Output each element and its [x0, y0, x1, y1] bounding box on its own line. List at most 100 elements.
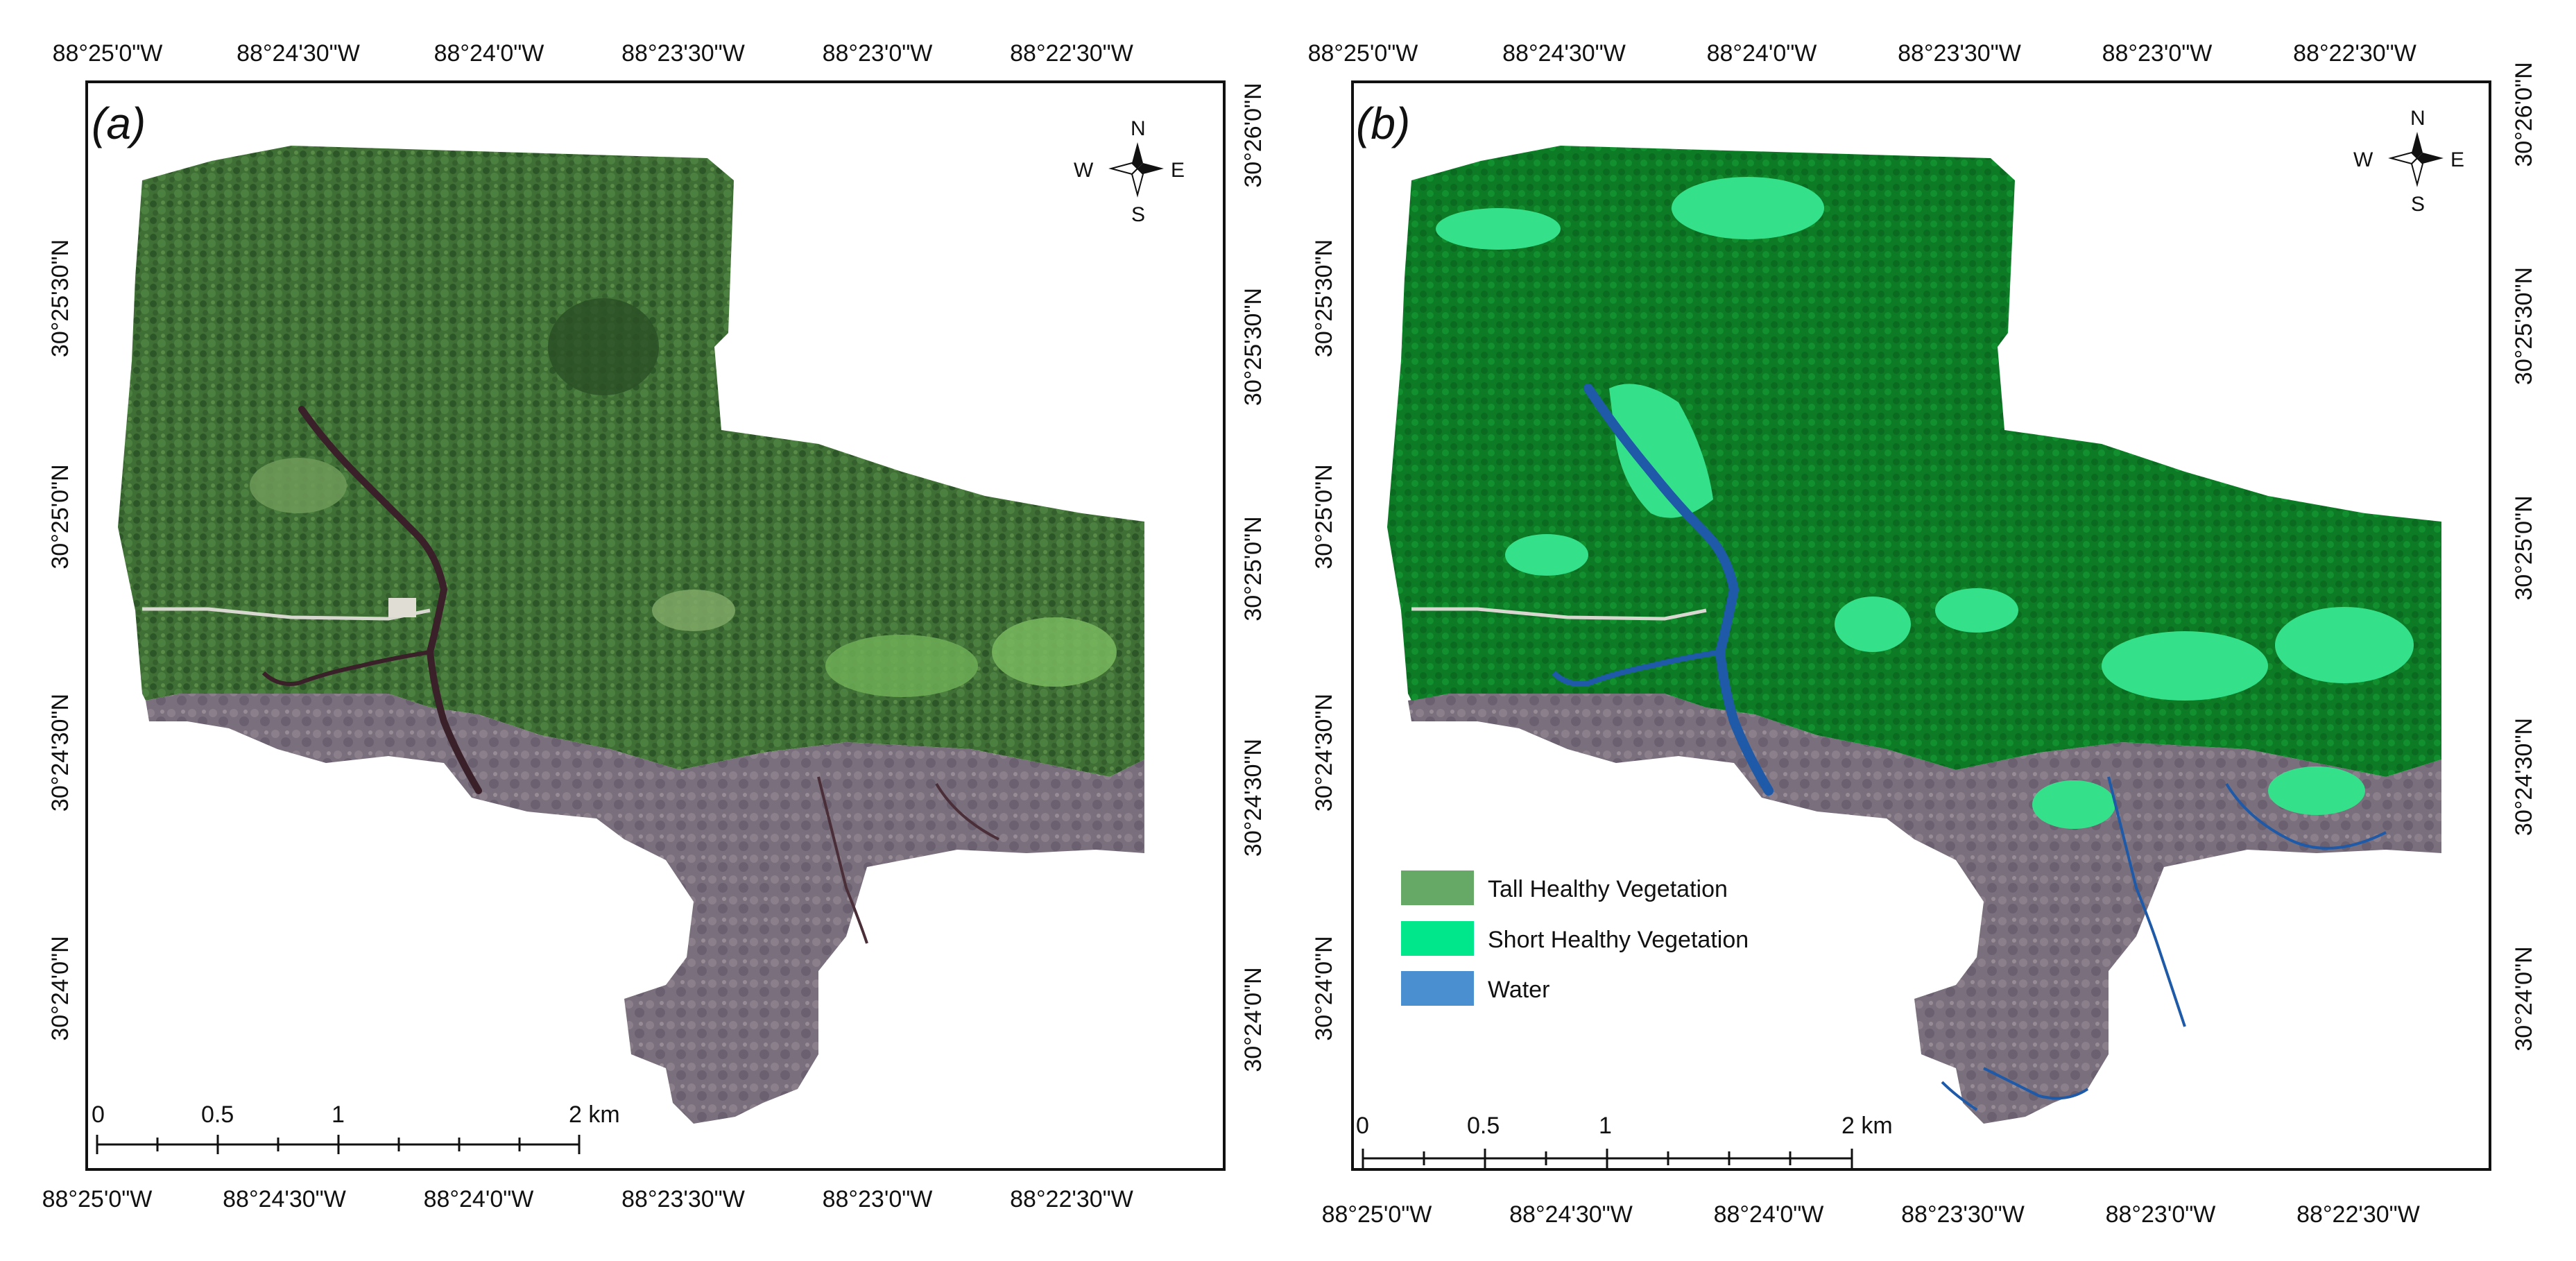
- panel-a-dark-forest: [548, 298, 659, 395]
- panel-a-compass: N S E W: [1074, 117, 1185, 226]
- lat-label: 30°24'30"N: [47, 694, 74, 812]
- panel-a-forest-area: [118, 146, 1144, 777]
- compass-e: E: [2450, 148, 2464, 171]
- panel-a: (a) N S E W 0 0.5: [42, 40, 1266, 1212]
- panel-a-right-lat-labels: 30°26'0"N 30°25'30"N 30°25'0"N 30°24'30"…: [1240, 83, 1266, 1072]
- lon-label: 88°24'0"W: [434, 40, 544, 67]
- compass-w: W: [2353, 148, 2373, 171]
- panel-a-scale-bar: 0 0.5 1 2 km: [92, 1101, 620, 1154]
- lat-label: 30°25'0"N: [1311, 464, 1337, 569]
- panel-a-grass-patch: [825, 635, 978, 697]
- panel-a-river: [298, 406, 482, 794]
- compass-rose-icon: [2388, 132, 2444, 187]
- panel-b-short-vegetation-patch: [1505, 534, 1588, 576]
- lon-label: 88°24'30"W: [223, 1186, 346, 1212]
- lat-label: 30°25'30"N: [1311, 239, 1337, 357]
- lon-label: 88°23'0"W: [823, 1186, 933, 1212]
- lon-label: 88°22'30"W: [1010, 40, 1133, 67]
- lat-label: 30°24'30"N: [1240, 739, 1266, 857]
- panel-a-grass-patch: [992, 617, 1117, 687]
- panel-a-building: [388, 598, 416, 617]
- panel-a-grass-patch: [250, 458, 347, 513]
- panel-b-legend: Tall Healthy Vegetation Short Healthy Ve…: [1401, 870, 1749, 1006]
- lon-label: 88°23'30"W: [621, 40, 745, 67]
- panel-b-top-lon-labels: 88°25'0"W 88°24'30"W 88°24'0"W 88°23'30"…: [1308, 40, 2416, 67]
- panel-b-label: (b): [1356, 98, 1410, 148]
- lon-label: 88°25'0"W: [53, 40, 163, 67]
- compass-e: E: [1171, 159, 1185, 182]
- panel-a-aerial-image: [118, 146, 1144, 1124]
- panel-b-scale-label-05: 0.5: [1467, 1113, 1500, 1139]
- lat-label: 30°25'30"N: [1240, 288, 1266, 406]
- panel-a-bottom-lon-labels: 88°25'0"W 88°24'30"W 88°24'0"W 88°23'30"…: [42, 1186, 1133, 1212]
- lon-label: 88°24'30"W: [1509, 1201, 1633, 1228]
- panel-a-scale-label-2km: 2 km: [569, 1101, 620, 1128]
- compass-s: S: [1131, 203, 1145, 226]
- compass-s: S: [2411, 193, 2425, 216]
- lat-label: 30°24'30"N: [1311, 694, 1337, 812]
- lat-label: 30°25'0"N: [47, 464, 74, 569]
- legend-label-tall: Tall Healthy Vegetation: [1488, 876, 1728, 902]
- legend-label-water: Water: [1488, 977, 1549, 1003]
- lat-label: 30°24'0"N: [1311, 936, 1337, 1040]
- lon-label: 88°23'30"W: [1898, 40, 2021, 67]
- panel-b-compass: N S E W: [2353, 107, 2464, 216]
- lon-label: 88°25'0"W: [1308, 40, 1418, 67]
- lon-label: 88°22'30"W: [2293, 40, 2416, 67]
- panel-b-short-vegetation-patch: [1835, 597, 1911, 652]
- panel-b-short-vegetation-patch: [2268, 766, 2365, 815]
- panel-b-water-river: [1583, 384, 1774, 796]
- panel-b-scale-label-0: 0: [1356, 1113, 1369, 1139]
- panel-b-water-channel: [2107, 776, 2387, 1027]
- lon-label: 88°22'30"W: [2296, 1201, 2420, 1228]
- panel-b-short-vegetation-patch: [2275, 607, 2414, 683]
- lat-label: 30°24'30"N: [2511, 718, 2537, 836]
- panel-a-scale-label-0: 0: [92, 1101, 105, 1128]
- panel-b-scale-label-2km: 2 km: [1841, 1113, 1893, 1139]
- panel-b-short-vegetation-patch: [1609, 384, 1713, 518]
- panel-a-left-lat-labels: 30°25'30"N 30°25'0"N 30°24'30"N 30°24'0"…: [47, 239, 74, 1041]
- panel-a-label: (a): [92, 98, 146, 148]
- panel-a-scale-label-1: 1: [332, 1101, 345, 1128]
- panel-b-water-branch: [1552, 649, 1721, 687]
- panel-a-river-branch: [261, 650, 431, 686]
- lon-label: 88°25'0"W: [42, 1186, 153, 1212]
- lon-label: 88°24'0"W: [1714, 1201, 1824, 1228]
- lon-label: 88°24'30"W: [237, 40, 360, 67]
- lon-label: 88°24'0"W: [424, 1186, 534, 1212]
- panel-b-water-channel: [1941, 1067, 2089, 1111]
- panel-b-short-vegetation-patch: [1672, 177, 1824, 239]
- panel-b-short-vegetation-patch: [2102, 631, 2268, 701]
- panel-b-short-vegetation-patch: [1436, 208, 1561, 250]
- panel-a-tidal-channel: [817, 776, 999, 944]
- panel-b-marsh-area: [1408, 694, 2441, 1124]
- legend-swatch-tall: [1401, 870, 1474, 905]
- compass-n: N: [1131, 117, 1146, 140]
- panel-a-scale-label-05: 0.5: [201, 1101, 234, 1128]
- lon-label: 88°24'30"W: [1502, 40, 1626, 67]
- panel-b-right-lat-labels: 30°26'0"N 30°25'30"N 30°25'0"N 30°24'30"…: [2511, 62, 2537, 1051]
- legend-label-short: Short Healthy Vegetation: [1488, 927, 1749, 953]
- lon-label: 88°23'0"W: [2102, 40, 2213, 67]
- compass-n: N: [2410, 107, 2425, 130]
- panel-a-marsh-area: [146, 694, 1144, 1124]
- lat-label: 30°26'0"N: [1240, 83, 1266, 187]
- panel-b-short-vegetation-patch: [2032, 780, 2115, 829]
- panel-b-road: [1411, 607, 1707, 621]
- lon-label: 88°23'30"W: [1901, 1201, 2025, 1228]
- lat-label: 30°25'30"N: [2511, 267, 2537, 385]
- lat-label: 30°25'0"N: [1240, 516, 1266, 621]
- panel-b-bottom-lon-labels: 88°25'0"W 88°24'30"W 88°24'0"W 88°23'30"…: [1322, 1201, 2420, 1228]
- lon-label: 88°22'30"W: [1010, 1186, 1133, 1212]
- lat-label: 30°24'0"N: [47, 936, 74, 1040]
- lat-label: 30°25'30"N: [47, 239, 74, 357]
- panel-a-top-lon-labels: 88°25'0"W 88°24'30"W 88°24'0"W 88°23'30"…: [53, 40, 1133, 67]
- panel-a-frame: [85, 80, 1226, 1171]
- panel-b-frame: [1351, 80, 2491, 1171]
- legend-swatch-short: [1401, 921, 1474, 956]
- lat-label: 30°24'0"N: [2511, 946, 2537, 1051]
- lat-label: 30°26'0"N: [2511, 62, 2537, 166]
- panel-b-left-lat-labels: 30°25'30"N 30°25'0"N 30°24'30"N 30°24'0"…: [1311, 239, 1337, 1041]
- lon-label: 88°23'0"W: [2106, 1201, 2216, 1228]
